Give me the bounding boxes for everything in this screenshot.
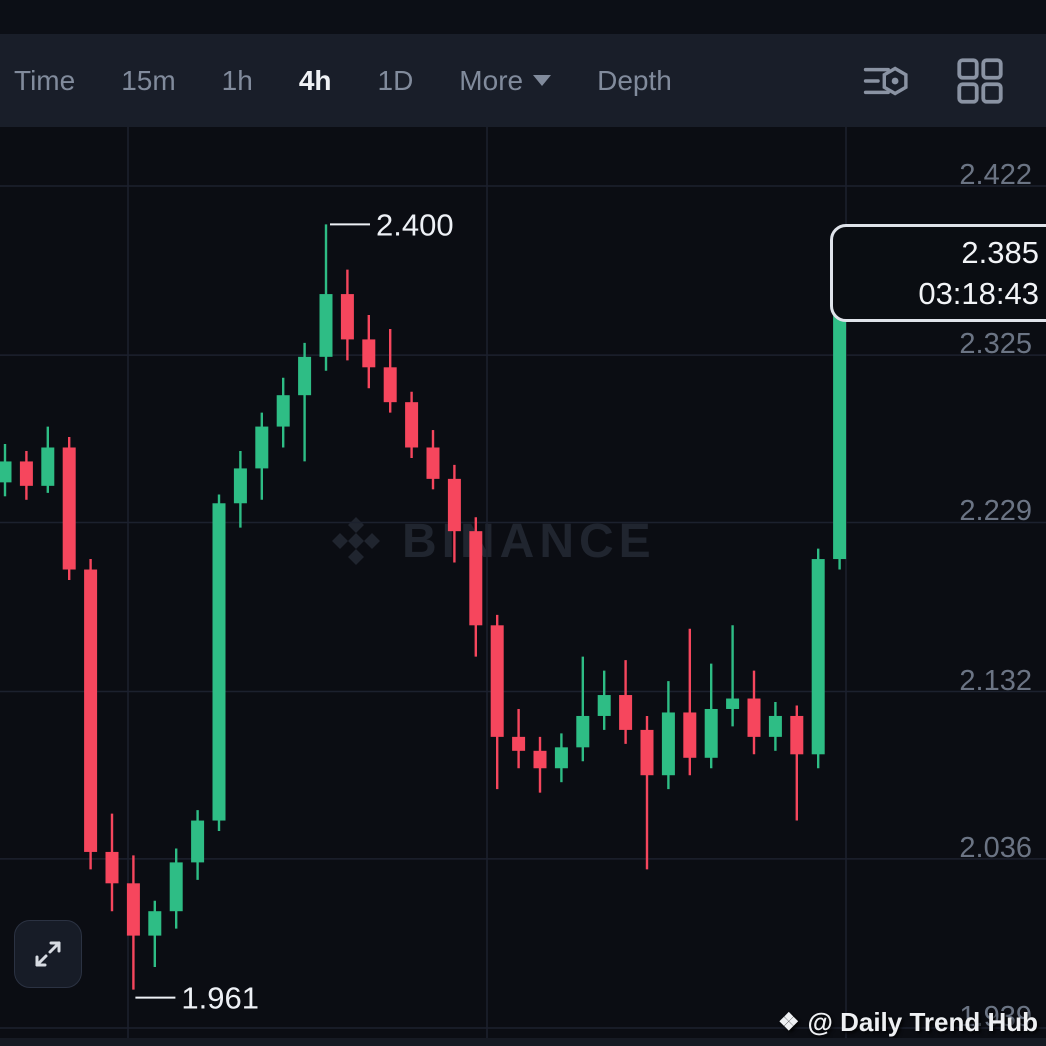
candle-body bbox=[426, 447, 440, 479]
candle-body bbox=[704, 708, 718, 758]
countdown-timer: 03:18:43 bbox=[918, 275, 1039, 311]
tab-4h-label: 4h bbox=[298, 64, 332, 96]
expand-icon bbox=[35, 941, 61, 967]
candle-body bbox=[19, 461, 33, 486]
indicators-icon[interactable] bbox=[860, 55, 912, 107]
candle-body bbox=[811, 559, 825, 755]
candle-body bbox=[383, 367, 397, 403]
chevron-down-icon bbox=[533, 75, 552, 86]
tab-4h[interactable]: 4h bbox=[299, 65, 332, 97]
candle-body bbox=[768, 715, 782, 737]
candle-body bbox=[233, 468, 247, 504]
candlestick-chart[interactable]: 2.400 1.961 bbox=[0, 127, 1046, 1046]
status-strip bbox=[0, 0, 1046, 34]
tab-time-label: Time bbox=[14, 64, 76, 96]
candle-body bbox=[533, 750, 547, 769]
tab-more[interactable]: More bbox=[459, 64, 552, 97]
candle-body bbox=[469, 531, 483, 626]
fullscreen-button[interactable] bbox=[14, 920, 82, 988]
candle-body bbox=[576, 715, 590, 748]
candle-body bbox=[640, 729, 654, 776]
candle-body bbox=[726, 698, 740, 709]
candle-body bbox=[619, 695, 633, 730]
candle-body bbox=[105, 851, 119, 884]
diamond-icon: ❖ bbox=[777, 1009, 800, 1036]
tab-1h-label: 1h bbox=[221, 64, 253, 96]
credit-text: @ Daily Trend Hub bbox=[807, 1007, 1039, 1037]
low-price-label: 1.961 bbox=[181, 981, 259, 1016]
tab-1h[interactable]: 1h bbox=[222, 65, 253, 97]
candle-body bbox=[490, 625, 504, 737]
tab-15m-label: 15m bbox=[121, 64, 176, 96]
candle-body bbox=[298, 356, 312, 396]
candle-body bbox=[340, 294, 354, 340]
candle-body bbox=[255, 426, 269, 469]
candle-body bbox=[597, 695, 611, 716]
candle-body bbox=[747, 698, 761, 737]
candle-body bbox=[62, 447, 76, 570]
tab-15m[interactable]: 15m bbox=[121, 65, 175, 97]
tab-1d[interactable]: 1D bbox=[378, 65, 414, 97]
binance-logo-icon bbox=[332, 517, 380, 565]
bottom-strip bbox=[0, 1038, 1046, 1046]
candle-body bbox=[148, 911, 162, 936]
candle-body bbox=[276, 395, 290, 427]
layout-grid-icon[interactable] bbox=[954, 55, 1006, 107]
candle-body bbox=[512, 736, 526, 751]
candle-body bbox=[405, 402, 419, 448]
tab-more-label: More bbox=[459, 64, 524, 96]
candle-body bbox=[833, 250, 847, 560]
last-price-value: 2.385 bbox=[961, 234, 1039, 270]
candle-body bbox=[447, 478, 461, 532]
binance-watermark-text: BINANCE bbox=[402, 514, 656, 568]
tab-depth[interactable]: Depth bbox=[597, 65, 672, 97]
candle-body bbox=[191, 820, 205, 863]
candle-body bbox=[0, 461, 12, 483]
candle-body bbox=[169, 862, 183, 912]
candle-body bbox=[212, 503, 226, 821]
tab-time[interactable]: Time bbox=[14, 65, 75, 97]
credit-watermark: ❖ @ Daily Trend Hub bbox=[778, 1007, 1038, 1038]
candle-body bbox=[661, 712, 675, 776]
last-price-badge: 2.385 03:18:43 bbox=[830, 223, 1046, 322]
toolbar-icons bbox=[860, 55, 1006, 107]
candle-body bbox=[126, 883, 140, 936]
candle-body bbox=[362, 339, 376, 368]
candle-body bbox=[683, 712, 697, 758]
chart-area: BINANCE 2.400 1.961 2.422 2.325 2.229 2.132 2… bbox=[0, 127, 1046, 1046]
candle-body bbox=[41, 447, 55, 486]
interval-toolbar-items: Time 15m 1h 4h 1D More Depth bbox=[0, 34, 1046, 127]
candle-body bbox=[319, 294, 333, 357]
high-price-label: 2.400 bbox=[376, 207, 454, 242]
tab-1d-label: 1D bbox=[377, 64, 414, 96]
candle-body bbox=[790, 715, 804, 755]
binance-watermark: BINANCE bbox=[328, 513, 656, 569]
tab-depth-label: Depth bbox=[597, 64, 672, 96]
candle-body bbox=[84, 569, 98, 852]
candle-body bbox=[554, 747, 568, 769]
